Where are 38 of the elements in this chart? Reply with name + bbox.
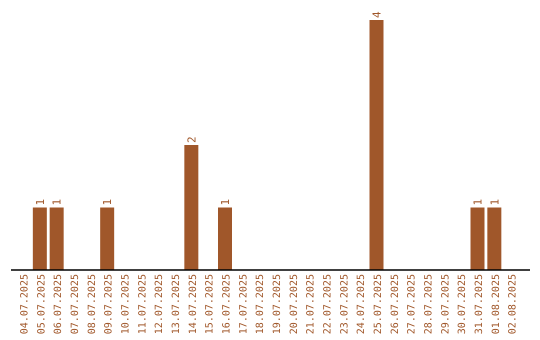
x-tick-label: 11.07.2025: [137, 274, 148, 334]
x-tick-label: 05.07.2025: [36, 274, 48, 334]
x-tick-label: 01.08.2025: [490, 274, 502, 334]
data-label: 1: [101, 198, 114, 206]
x-tick-label: 18.07.2025: [255, 274, 266, 334]
x-tick-label: 10.07.2025: [120, 274, 132, 334]
data-label: 1: [472, 198, 484, 206]
x-tick-label: 26.07.2025: [390, 274, 401, 334]
data-label: 4: [370, 11, 384, 18]
x-tick-label: 30.07.2025: [457, 274, 468, 334]
x-tick-label: 09.07.2025: [104, 274, 115, 334]
data-label: 1: [488, 198, 502, 206]
x-tick-label: 29.07.2025: [440, 274, 452, 334]
x-tick-label: 12.07.2025: [154, 274, 166, 334]
x-tick-label: 06.07.2025: [53, 274, 64, 334]
x-tick-label: 21.07.2025: [306, 274, 317, 334]
x-tick-label: 13.07.2025: [170, 274, 182, 334]
data-label: 1: [34, 198, 47, 206]
x-tick-label: 25.07.2025: [372, 274, 384, 334]
data-label: 1: [50, 198, 64, 206]
data-label: 2: [185, 136, 198, 143]
x-tick-label: 04.07.2025: [19, 274, 30, 334]
x-tick-label: 20.07.2025: [288, 274, 300, 334]
x-tick-label: 14.07.2025: [188, 274, 199, 334]
data-label: 1: [219, 198, 232, 206]
x-tick-label: 17.07.2025: [238, 274, 250, 334]
x-tick-label: 08.07.2025: [86, 274, 98, 334]
x-tick-label: 31.07.2025: [474, 274, 485, 334]
x-tick-label: 27.07.2025: [406, 274, 418, 334]
x-tick-label: 23.07.2025: [339, 274, 350, 334]
x-tick-label: 22.07.2025: [322, 274, 334, 334]
x-tick-label: 28.07.2025: [423, 274, 434, 334]
x-tick-label: 15.07.2025: [204, 274, 216, 334]
x-tick-label: 07.07.2025: [70, 274, 81, 334]
x-tick-label: 19.07.2025: [272, 274, 283, 334]
x-tick-label: 02.08.2025: [508, 274, 519, 334]
x-tick-label: 24.07.2025: [356, 274, 368, 334]
x-tick-label: 16.07.2025: [221, 274, 232, 334]
